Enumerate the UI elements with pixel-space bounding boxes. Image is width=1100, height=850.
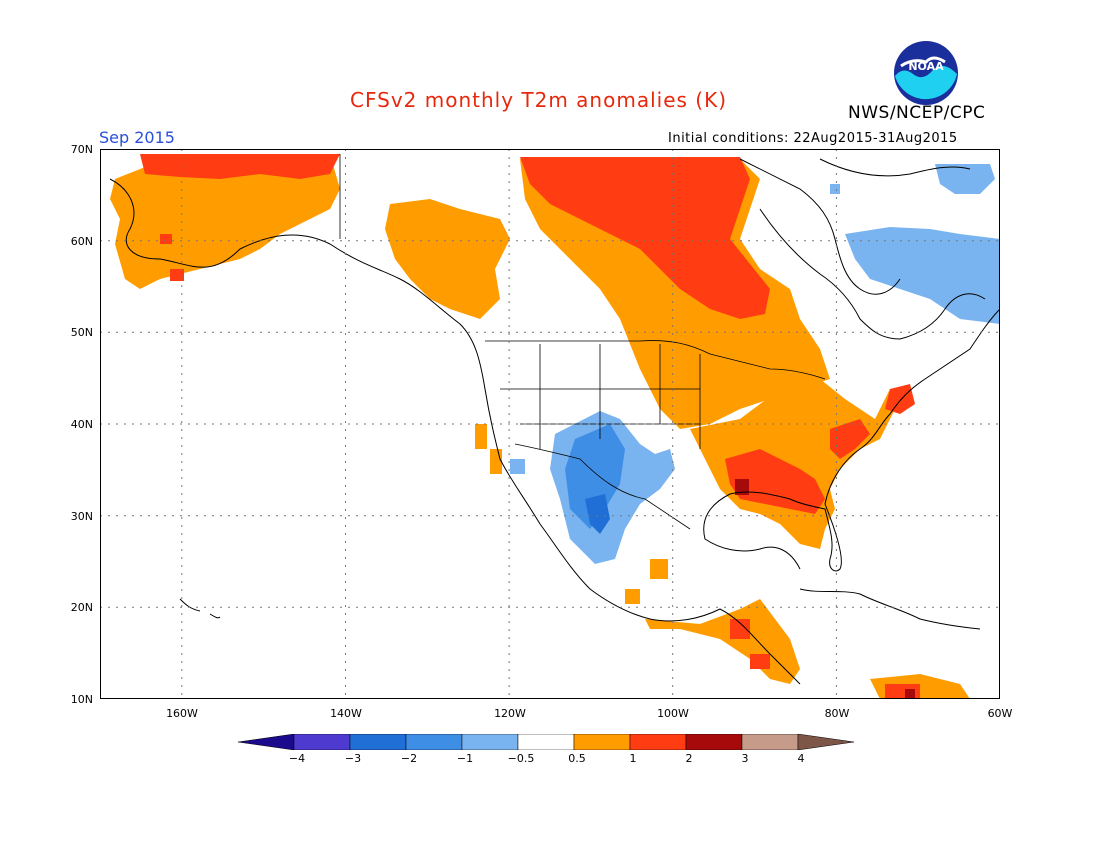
colorbar-tick-label: 1: [629, 752, 637, 765]
anomaly-region: [385, 199, 510, 319]
anomaly-region: [830, 419, 870, 459]
anomaly-region: [475, 424, 487, 449]
colorbar-tick-label: 2: [685, 752, 693, 765]
colorbar-tick-label: −0.5: [507, 752, 535, 765]
noaa-logo-text: NOAA: [908, 60, 944, 73]
border: [539, 344, 701, 449]
colorbar-cell: [349, 734, 407, 750]
anomaly-map: [100, 149, 1000, 699]
lat-label: 50N: [70, 326, 93, 339]
agency-label: NWS/NCEP/CPC: [848, 103, 986, 123]
border: [485, 340, 826, 380]
border: [514, 443, 691, 530]
colorbar-cell: [685, 734, 743, 750]
anomaly-region: [170, 269, 184, 281]
noaa-logo: NOAA: [894, 41, 958, 105]
colorbar-cell: [573, 734, 631, 750]
coastline: [759, 208, 986, 340]
lon-label: 80W: [824, 707, 850, 720]
anomaly-region: [730, 619, 750, 639]
anomaly-region: [520, 157, 770, 319]
lon-label: 140W: [330, 707, 362, 720]
anomaly-region: [585, 494, 610, 534]
anomaly-region: [565, 424, 625, 529]
coastline: [179, 598, 221, 619]
anomaly-region: [650, 559, 668, 579]
anomaly-region: [885, 384, 915, 414]
colorbar-cell: [517, 734, 575, 750]
colorbar-tick-label: 0.5: [568, 752, 586, 765]
coastline: [703, 308, 1000, 572]
forecast-month: Sep 2015: [99, 128, 175, 147]
lat-label: 30N: [70, 510, 93, 523]
anomaly-region: [140, 154, 340, 179]
colorbar-arrow-right: [797, 734, 855, 750]
lat-label: 10N: [70, 693, 93, 706]
anomaly-region: [110, 154, 340, 289]
coastline: [799, 588, 981, 630]
colorbar-tick-label: 3: [741, 752, 749, 765]
colorbar: [238, 734, 855, 750]
colorbar-cell: [461, 734, 519, 750]
colorbar-cell: [629, 734, 687, 750]
anomaly-region: [830, 184, 840, 194]
lon-label: 120W: [494, 707, 526, 720]
colorbar-cell: [741, 734, 799, 750]
cool-anomaly-regions: [510, 164, 1000, 564]
lon-label: 100W: [657, 707, 689, 720]
anomaly-region: [905, 689, 915, 699]
coastline: [739, 158, 901, 295]
chart-title: CFSv2 monthly T2m anomalies (K): [350, 88, 727, 112]
lat-label: 40N: [70, 418, 93, 431]
anomaly-region: [690, 379, 900, 549]
anomaly-region: [725, 449, 825, 514]
colorbar-tick-label: −2: [400, 752, 418, 765]
colorbar-arrow-left: [238, 734, 295, 750]
colorbar-tick-label: −4: [288, 752, 306, 765]
anomaly-region: [490, 449, 502, 474]
lat-label: 20N: [70, 601, 93, 614]
anomaly-region: [845, 227, 1000, 324]
anomaly-region: [510, 459, 525, 474]
lat-label: 60N: [70, 235, 93, 248]
colorbar-tick-label: 4: [797, 752, 805, 765]
anomaly-region: [750, 654, 770, 669]
initial-conditions: Initial conditions: 22Aug2015-31Aug2015: [668, 131, 958, 146]
coastline: [819, 158, 971, 177]
lon-label: 160W: [166, 707, 198, 720]
coastline: [109, 178, 801, 685]
colorbar-cell: [293, 734, 351, 750]
anomaly-region: [935, 164, 995, 194]
colorbar-tick-label: −1: [456, 752, 474, 765]
graticule: [100, 149, 1000, 699]
lon-label: 60W: [987, 707, 1013, 720]
anomaly-region: [160, 234, 172, 244]
colorbar-cell: [405, 734, 463, 750]
warm-anomaly-regions: [110, 154, 970, 699]
colorbar-tick-label: −3: [344, 752, 362, 765]
anomaly-region: [645, 454, 660, 469]
coastlines: [109, 158, 1000, 685]
anomaly-region: [625, 589, 640, 604]
anomaly-region: [735, 479, 749, 495]
lat-label: 70N: [70, 143, 93, 156]
